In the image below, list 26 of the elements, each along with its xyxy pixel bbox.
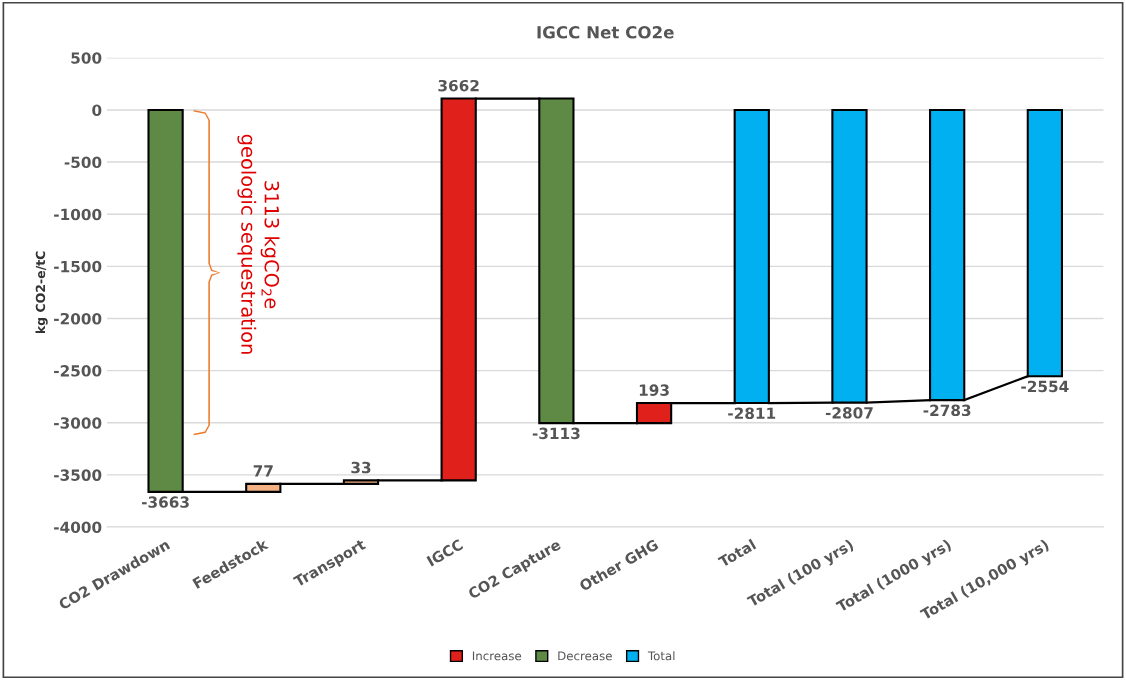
y-tick-label: -500 (64, 156, 102, 169)
y-tick-label: -1000 (54, 208, 102, 221)
chart-title: IGCC Net CO2e (537, 25, 674, 39)
annotation: 3113 kgCO$_{2}$e geologic sequestration (237, 134, 280, 354)
y-tick-label: -2500 (54, 365, 102, 377)
legend-label: Increase (472, 651, 522, 661)
y-tick-label: 500 (71, 52, 102, 64)
data-label: -3663 (141, 496, 189, 508)
y-tick-label: -1500 (54, 260, 102, 273)
data-label: -2807 (825, 407, 873, 419)
data-label: 77 (253, 465, 273, 477)
data-label: 33 (351, 461, 371, 474)
y-tick-label: 0 (92, 104, 102, 116)
y-tick-label: -3000 (54, 417, 102, 429)
data-label: -2554 (1021, 380, 1069, 393)
legend-label: Total (647, 651, 675, 661)
data-label: -2783 (923, 404, 971, 417)
data-label: 193 (639, 384, 669, 396)
y-tick-label: -2000 (54, 312, 102, 325)
y-tick-label: -4000 (54, 521, 102, 534)
y-tick-label: -3500 (54, 469, 102, 481)
data-label: -2811 (728, 407, 776, 420)
y-axis-title: kg CO2-e/tC (35, 251, 48, 334)
data-label: 3662 (438, 79, 479, 92)
data-label: -3113 (532, 427, 580, 440)
legend-label: Decrease (558, 651, 612, 661)
